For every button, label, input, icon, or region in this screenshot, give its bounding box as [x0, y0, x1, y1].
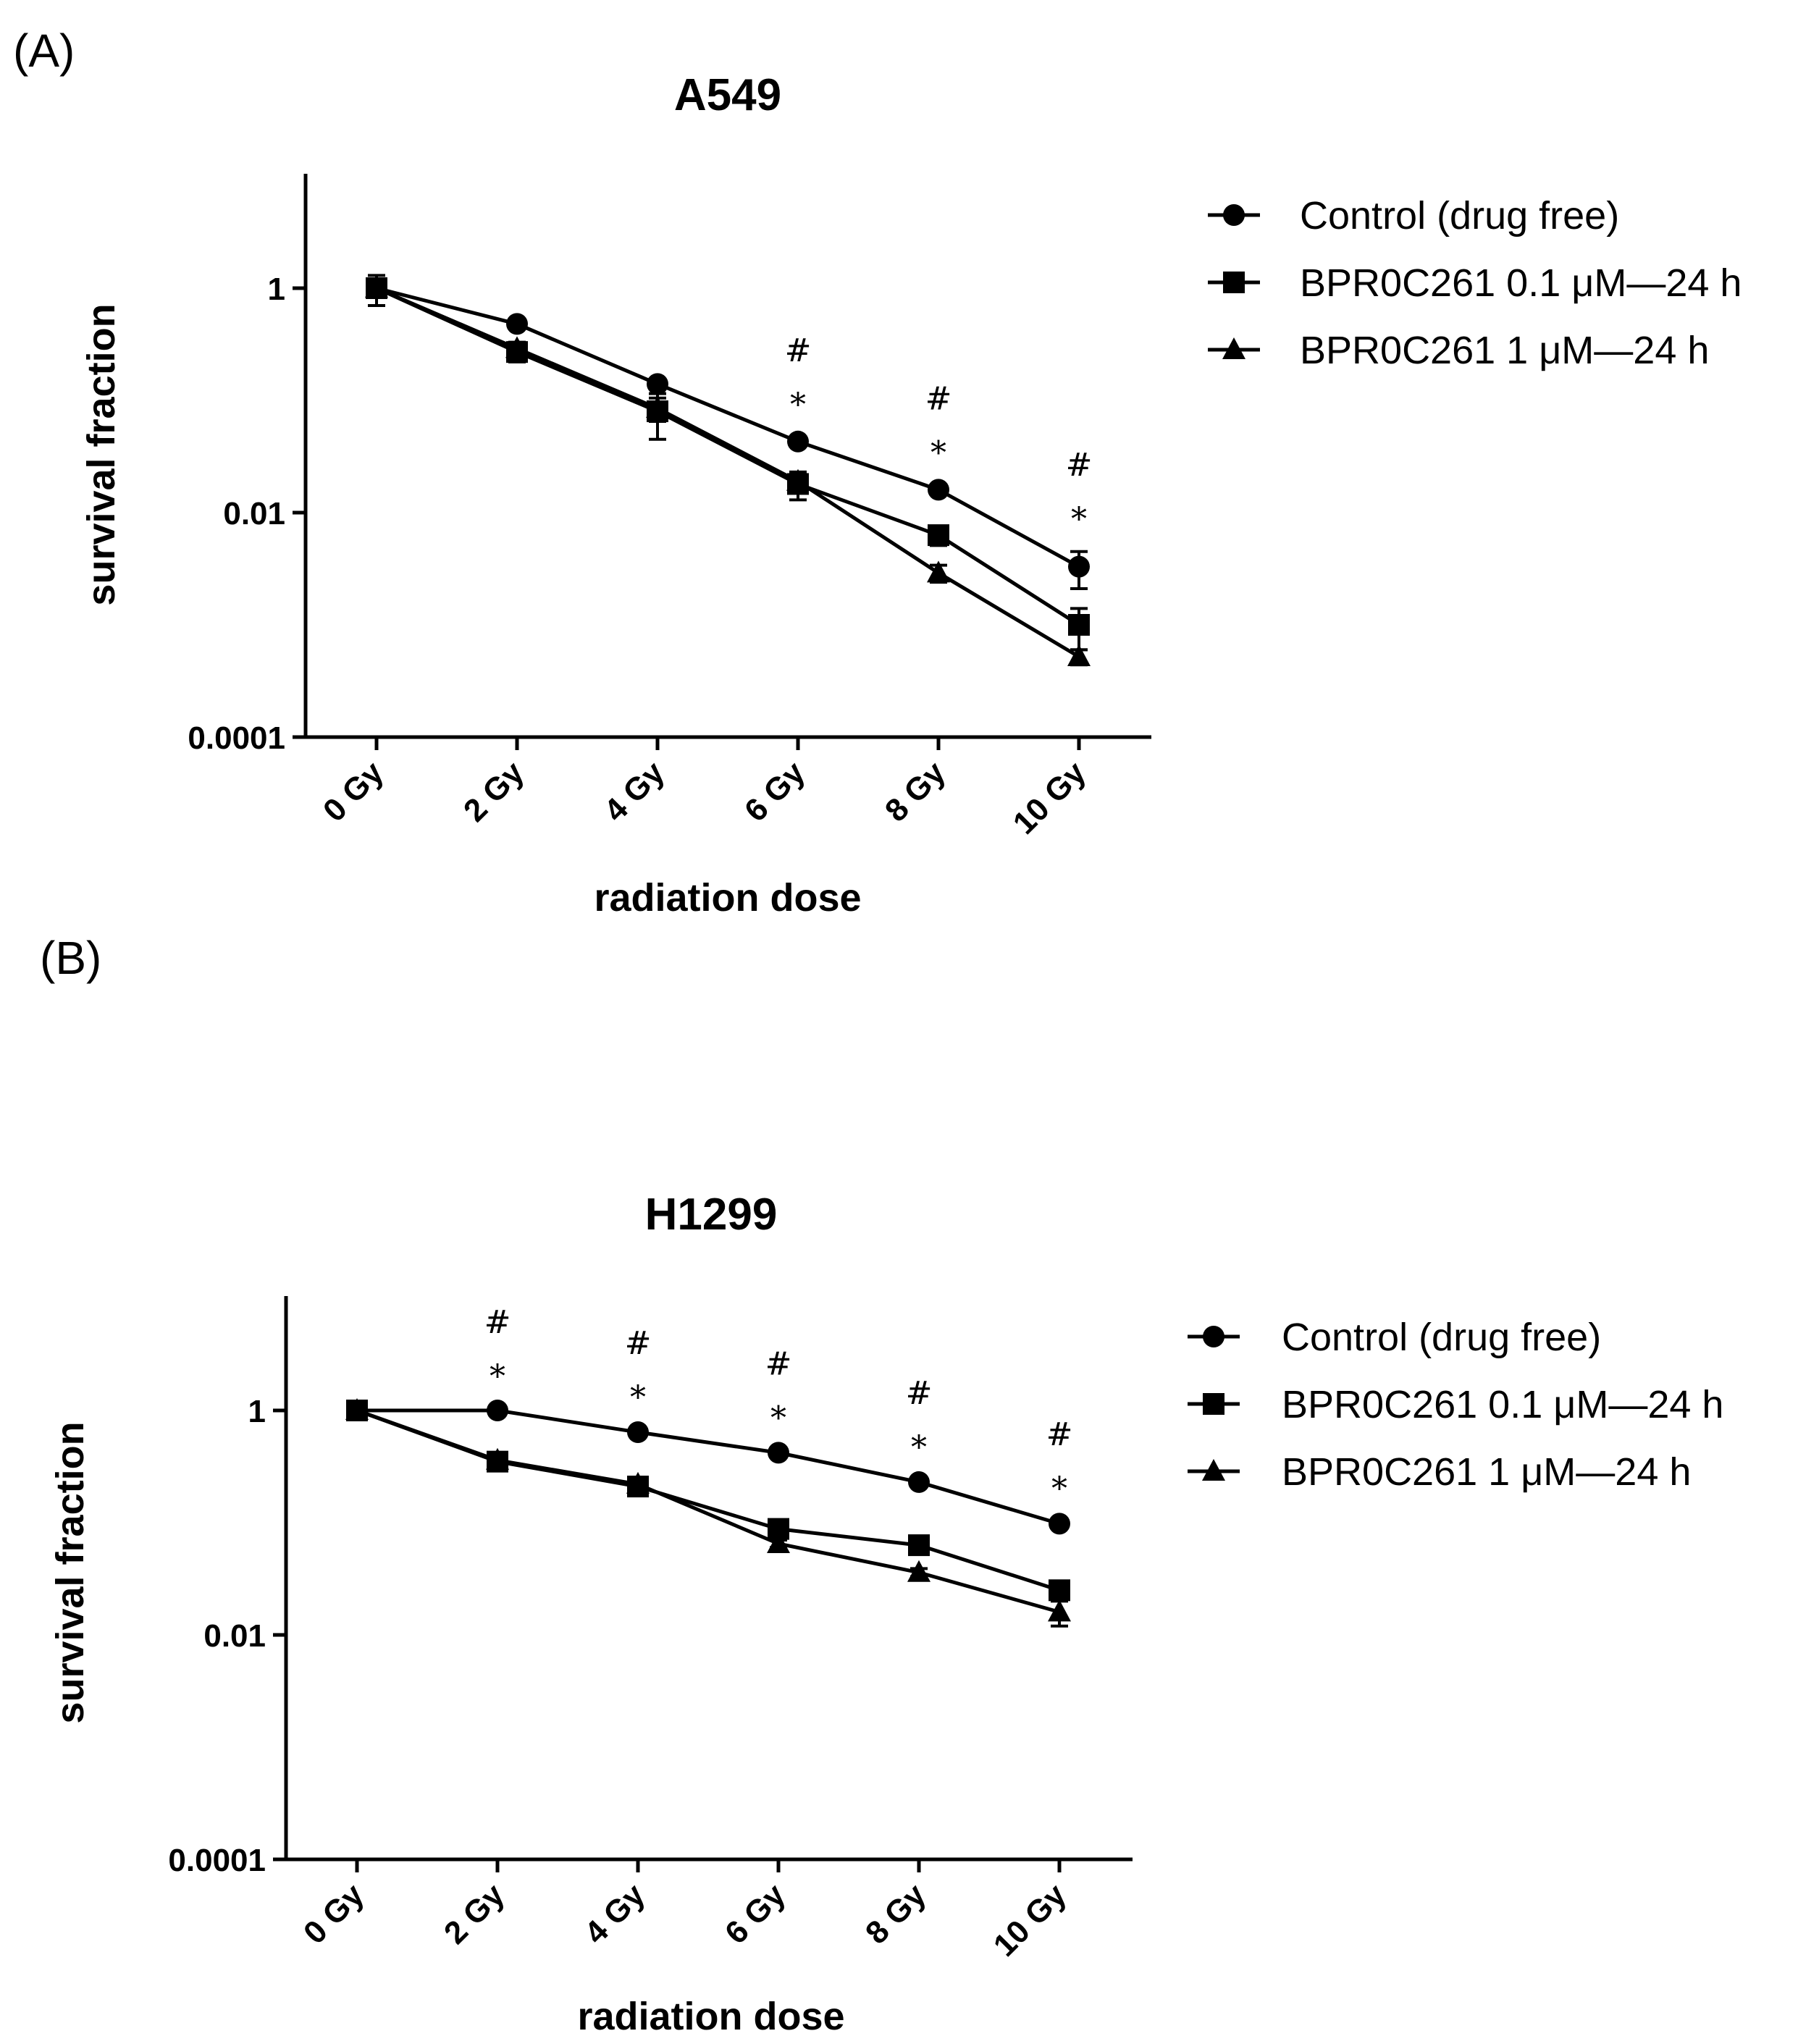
panel-b-series-triangle-point	[767, 1531, 790, 1553]
panel-b-legend-marker-circle	[1203, 1326, 1224, 1347]
panel-b-x-tick-label: 0 Gy	[297, 1877, 371, 1951]
panel-b-y-tick-label: 1	[248, 1394, 266, 1429]
panel-a-y-tick-label: 0.0001	[188, 720, 285, 756]
panel-b-series-circle-point	[1049, 1513, 1070, 1535]
panel-a-significance-star: *	[930, 434, 946, 471]
panel-a-legend-label-bpr0c261-0-1-um-24-h: BPR0C261 0.1 μM—24 h	[1300, 261, 1742, 305]
panel-b-series-triangle-point	[907, 1560, 930, 1582]
panel-a-x-tick-label: 2 Gy	[457, 754, 531, 828]
panel-a-legend-label-control-drug-free: Control (drug free)	[1300, 194, 1619, 237]
panel-b-legend-marker-square	[1203, 1393, 1224, 1415]
panel-b-series-triangle-point	[626, 1471, 650, 1494]
panel-a-series-circle-point	[506, 313, 528, 335]
panel-b-significance-hash: #	[625, 1325, 652, 1362]
panel-a-series-circle-point	[647, 373, 668, 395]
panel-a-legend-marker-triangle	[1222, 337, 1245, 359]
panel-a-series-square-line	[375, 286, 1080, 627]
panel-a-series-triangle-point	[927, 560, 950, 583]
panel-a-x-tick-label: 0 Gy	[316, 754, 390, 828]
panel-b-series-circle-line	[357, 1408, 1060, 1526]
panel-a-significance-star: *	[1071, 501, 1087, 538]
panel-b-x-tick-label: 8 Gy	[859, 1877, 933, 1951]
panel-b-x-tick-label: 4 Gy	[578, 1877, 652, 1951]
panel-a-series-square-point	[1068, 614, 1090, 636]
panel-b-series-square-point	[1049, 1579, 1070, 1602]
panel-a-series-circle-point	[787, 430, 809, 453]
panel-b: (B) H1299 1 0.01 0.0001 0 Gy 2 Gy 4 Gy 6 Gy 8 G…	[40, 932, 1723, 2038]
panel-a-series-triangle-point	[365, 276, 388, 298]
panel-a-significance-star: *	[790, 387, 806, 424]
panel-b-plot: 1 0.01 0.0001 0 Gy 2 Gy 4 Gy 6 Gy 8 Gy 10 Gy * # * #…	[168, 1296, 1133, 1964]
panel-a-series-triangle-point	[786, 468, 810, 491]
panel-b-legend-label-control-drug-free: Control (drug free)	[1282, 1316, 1601, 1359]
panel-b-series-square-point	[908, 1534, 930, 1557]
panel-a-label: (A)	[13, 25, 75, 77]
panel-b-series-triangle-point	[345, 1398, 369, 1420]
panel-a-series-circle-line	[376, 286, 1080, 568]
panel-a-y-tick-label: 0.01	[223, 496, 285, 531]
panel-b-series-triangle-line	[356, 1408, 1060, 1614]
panel-a-legend-marker-circle	[1223, 204, 1245, 226]
panel-a-series-circle-point	[1068, 555, 1090, 578]
panel-b-series-circle-point	[768, 1442, 789, 1464]
panel-b-x-tick-label: 6 Gy	[718, 1877, 792, 1951]
panel-b-x-tick-label: 2 Gy	[437, 1877, 511, 1951]
panel-b-significance-star: *	[630, 1379, 646, 1416]
panel-a-legend-marker-square	[1223, 272, 1245, 293]
panel-b-title: H1299	[645, 1190, 778, 1240]
panel-a-y-axis-title: survival fraction	[80, 303, 123, 605]
panel-b-legend-label-bpr0c261-0-1-um-24-h: BPR0C261 0.1 μM—24 h	[1282, 1383, 1723, 1426]
panel-a-x-tick-label: 10 Gy	[1007, 754, 1093, 841]
panel-b-series-square-line	[356, 1408, 1060, 1592]
panel-b-y-tick-label: 0.01	[203, 1618, 266, 1654]
panel-b-series-triangle-point	[1048, 1599, 1071, 1622]
panel-b-x-tick-label: 10 Gy	[987, 1877, 1074, 1964]
panel-b-significance-hash: #	[1046, 1416, 1073, 1453]
panel-a-series-triangle-line	[376, 286, 1080, 659]
panel-a-legend: Control (drug free) BPR0C261 0.1 μM—24 h B…	[1208, 194, 1742, 372]
panel-a-legend-label-bpr0c261-1-um-24-h: BPR0C261 1 μM—24 h	[1300, 329, 1709, 372]
panel-b-x-axis-title: radiation dose	[577, 1995, 844, 2038]
panel-b-series-circle-point	[627, 1421, 649, 1444]
panel-b-series-triangle-point	[486, 1447, 509, 1470]
panel-a-significance-hash: #	[925, 380, 952, 417]
panel-a-series-triangle-point	[505, 336, 529, 358]
panel-a: (A) A549 1 0.01 0.0001 0 Gy 2 Gy 4 Gy 6 Gy 8 Gy…	[13, 25, 1742, 920]
panel-b-series-circle-point	[908, 1471, 930, 1493]
panel-a-plot: 1 0.01 0.0001 0 Gy 2 Gy 4 Gy 6 Gy 8 Gy 10 Gy * # * #…	[188, 174, 1151, 841]
panel-a-significance-hash: #	[1066, 447, 1093, 484]
panel-a-series-triangle-point	[646, 395, 669, 418]
panel-a-series-triangle-point	[1067, 644, 1091, 667]
panel-a-x-axis-title: radiation dose	[594, 876, 861, 920]
panel-a-series-square-point	[928, 524, 949, 547]
panel-a-y-tick-label: 1	[268, 272, 285, 307]
panel-b-label: (B)	[40, 932, 101, 984]
panel-b-significance-hash: #	[765, 1345, 792, 1382]
panel-b-significance-hash: #	[906, 1375, 933, 1412]
panel-b-significance-star: *	[770, 1400, 786, 1437]
panel-b-significance-hash: #	[484, 1304, 511, 1341]
panel-b-y-tick-label: 0.0001	[168, 1843, 266, 1878]
panel-b-y-axis-title: survival fraction	[49, 1421, 92, 1723]
panel-a-series-circle-point	[928, 479, 949, 501]
panel-b-significance-star: *	[911, 1429, 927, 1466]
panel-a-x-tick-label: 6 Gy	[738, 754, 812, 828]
panel-a-title: A549	[674, 70, 781, 120]
panel-a-x-tick-label: 4 Gy	[597, 754, 671, 828]
panel-b-significance-star: *	[1051, 1471, 1067, 1507]
panel-b-legend: Control (drug free) BPR0C261 0.1 μM—24 h B…	[1188, 1316, 1723, 1494]
panel-b-significance-star: *	[490, 1358, 505, 1395]
panel-b-legend-label-bpr0c261-1-um-24-h: BPR0C261 1 μM—24 h	[1282, 1450, 1691, 1494]
panel-a-x-tick-label: 8 Gy	[878, 754, 952, 828]
panel-a-significance-hash: #	[785, 332, 812, 369]
panel-b-legend-marker-triangle	[1202, 1459, 1225, 1481]
panel-b-series-circle-point	[487, 1400, 508, 1421]
